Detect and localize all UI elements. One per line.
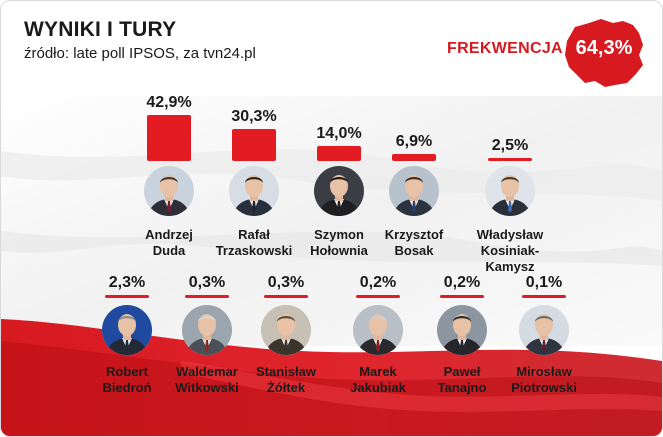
bar <box>356 295 400 298</box>
data-label: 0,2% <box>359 274 397 291</box>
candidate-name: Mirosław Piotrowski <box>511 364 577 395</box>
poland-map-icon <box>565 19 643 87</box>
bar <box>488 158 532 161</box>
candidate-name: Marek Jakubiak <box>350 364 406 395</box>
candidate-name: Szymon Hołownia <box>310 227 368 258</box>
turnout-value: 64,3% <box>575 37 633 59</box>
bar <box>185 295 229 298</box>
data-label: 0,1% <box>525 274 563 291</box>
candidate-name: Paweł Tanajno <box>437 364 487 395</box>
candidate-avatar <box>314 166 364 216</box>
candidate-avatar <box>229 166 279 216</box>
bar <box>440 295 484 298</box>
data-label: 0,3% <box>188 274 226 291</box>
data-label: 6,9% <box>395 133 433 150</box>
candidate-avatar <box>519 305 569 355</box>
bar <box>105 295 149 298</box>
data-label: 2,5% <box>491 137 529 154</box>
bar <box>522 295 566 298</box>
data-label: 0,3% <box>267 274 305 291</box>
candidate-name: Robert Biedroń <box>102 364 152 395</box>
turnout-label: FREKWENCJA <box>447 40 563 57</box>
page-subtitle: źródło: late poll IPSOS, za tvn24.pl <box>24 45 256 62</box>
data-label: 0,2% <box>443 274 481 291</box>
candidate-avatar <box>353 305 403 355</box>
bar <box>147 115 191 161</box>
candidate-name: Krzysztof Bosak <box>384 227 444 258</box>
candidate-name: Rafał Trzaskowski <box>215 227 293 258</box>
candidate-avatar <box>102 305 152 355</box>
data-label: 2,3% <box>108 274 146 291</box>
candidate-name: Waldemar Witkowski <box>175 364 239 395</box>
bar <box>317 146 361 161</box>
data-label: 14,0% <box>316 125 362 142</box>
page-title: WYNIKI I TURY <box>24 18 177 41</box>
bar <box>232 129 276 161</box>
candidate-name: Stanisław Żółtek <box>256 364 316 395</box>
bar <box>264 295 308 298</box>
candidate-name: Władysław Kosiniak-Kamysz <box>476 227 544 274</box>
candidate-avatar <box>389 166 439 216</box>
data-label: 30,3% <box>231 108 277 125</box>
candidate-name: Andrzej Duda <box>145 227 193 258</box>
candidate-avatar <box>437 305 487 355</box>
candidate-avatar <box>182 305 232 355</box>
candidate-avatar <box>261 305 311 355</box>
candidate-avatar <box>485 166 535 216</box>
candidate-avatar <box>144 166 194 216</box>
bar <box>392 154 436 161</box>
data-label: 42,9% <box>146 94 192 111</box>
